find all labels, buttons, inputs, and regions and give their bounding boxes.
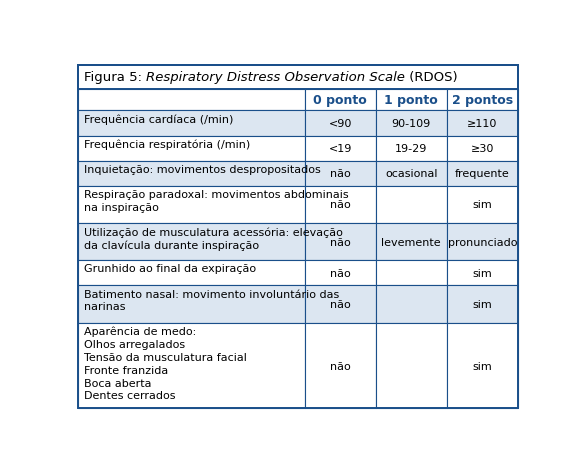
Text: Utilização de musculatura acessória: elevação
da clavícula durante inspiração: Utilização de musculatura acessória: ele… — [84, 227, 342, 250]
Bar — [376, 90, 446, 111]
Text: não: não — [330, 200, 351, 210]
Bar — [305, 161, 376, 187]
Text: sim: sim — [473, 300, 492, 309]
Text: 0 ponto: 0 ponto — [314, 94, 367, 107]
Bar — [78, 224, 305, 261]
Bar — [305, 187, 376, 224]
Text: <19: <19 — [329, 144, 352, 154]
Bar — [376, 161, 446, 187]
Bar — [78, 111, 305, 136]
Bar — [305, 136, 376, 161]
Text: Frequência cardíaca (/min): Frequência cardíaca (/min) — [84, 114, 233, 125]
Bar — [446, 286, 519, 323]
Text: 1 ponto: 1 ponto — [384, 94, 438, 107]
Bar — [446, 136, 519, 161]
Text: sim: sim — [473, 200, 492, 210]
Bar — [305, 224, 376, 261]
Bar — [446, 261, 519, 286]
Bar — [376, 286, 446, 323]
Text: 2 pontos: 2 pontos — [452, 94, 513, 107]
Bar — [446, 161, 519, 187]
Bar — [446, 224, 519, 261]
Bar — [78, 323, 305, 408]
Bar — [446, 187, 519, 224]
Text: pronunciado: pronunciado — [448, 237, 517, 247]
Bar — [78, 261, 305, 286]
Text: 19-29: 19-29 — [395, 144, 427, 154]
Text: não: não — [330, 300, 351, 309]
Text: Grunhido ao final da expiração: Grunhido ao final da expiração — [84, 264, 255, 274]
Bar — [305, 323, 376, 408]
Bar — [78, 187, 305, 224]
Bar — [446, 111, 519, 136]
Bar — [376, 136, 446, 161]
Bar — [376, 111, 446, 136]
Bar — [78, 161, 305, 187]
Bar — [78, 66, 519, 90]
Text: Inquietação: movimentos despropositados: Inquietação: movimentos despropositados — [84, 164, 320, 175]
Text: 90-109: 90-109 — [392, 119, 431, 129]
Bar — [305, 261, 376, 286]
Bar — [446, 323, 519, 408]
Text: ≥30: ≥30 — [471, 144, 494, 154]
Text: <90: <90 — [329, 119, 352, 129]
Text: (RDOS): (RDOS) — [404, 71, 457, 84]
Bar — [305, 111, 376, 136]
Text: Respiração paradoxal: movimentos abdominais
na inspiração: Respiração paradoxal: movimentos abdomin… — [84, 189, 348, 213]
Bar — [78, 136, 305, 161]
Bar — [446, 90, 519, 111]
Bar — [78, 90, 305, 111]
Text: Batimento nasal: movimento involuntário das
narinas: Batimento nasal: movimento involuntário … — [84, 289, 339, 312]
Text: não: não — [330, 361, 351, 371]
Text: não: não — [330, 268, 351, 278]
Text: frequente: frequente — [455, 169, 510, 179]
Bar — [305, 286, 376, 323]
Bar — [376, 224, 446, 261]
Text: ocasional: ocasional — [385, 169, 438, 179]
Text: sim: sim — [473, 268, 492, 278]
Text: ≥110: ≥110 — [467, 119, 498, 129]
Text: levemente: levemente — [381, 237, 441, 247]
Bar — [305, 90, 376, 111]
Bar — [376, 261, 446, 286]
Bar — [376, 323, 446, 408]
Bar — [78, 286, 305, 323]
Text: Frequência respiratória (/min): Frequência respiratória (/min) — [84, 139, 250, 150]
Text: Figura 5:: Figura 5: — [84, 71, 146, 84]
Text: não: não — [330, 169, 351, 179]
Bar — [376, 187, 446, 224]
Text: sim: sim — [473, 361, 492, 371]
Text: não: não — [330, 237, 351, 247]
Text: Respiratory Distress Observation Scale: Respiratory Distress Observation Scale — [146, 71, 404, 84]
Text: Aparência de medo:
Olhos arregalados
Tensão da musculatura facial
Fronte franzid: Aparência de medo: Olhos arregalados Ten… — [84, 326, 246, 400]
